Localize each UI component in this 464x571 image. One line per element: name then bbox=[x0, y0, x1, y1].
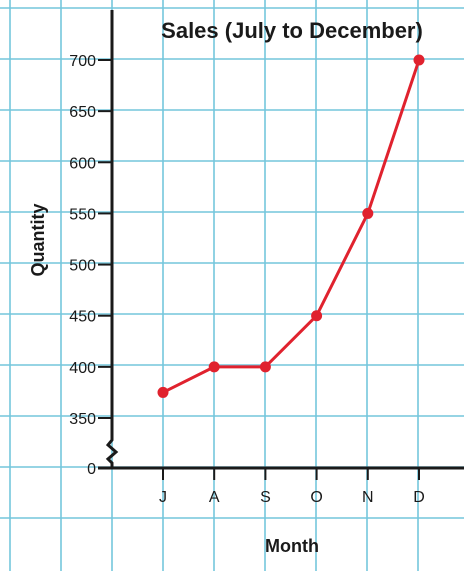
y-tick-labels: 0 350 400 450 500 550 600 650 700 bbox=[69, 53, 96, 478]
x-tick-label: N bbox=[362, 489, 374, 506]
x-axis bbox=[98, 466, 464, 480]
series-line bbox=[162, 59, 421, 394]
y-tick-label: 450 bbox=[69, 309, 96, 326]
data-point bbox=[311, 310, 323, 322]
y-tick-label: 500 bbox=[69, 258, 96, 275]
y-tick-label: 650 bbox=[69, 104, 96, 121]
y-tick-label: 700 bbox=[69, 53, 96, 70]
x-tick-label: O bbox=[310, 489, 322, 506]
y-tick-label: 400 bbox=[69, 360, 96, 377]
chart-title: Sales (July to December) bbox=[161, 18, 423, 43]
x-tick-label: S bbox=[260, 489, 271, 506]
y-tick-label: 350 bbox=[69, 411, 96, 428]
y-axis bbox=[98, 10, 119, 469]
data-point bbox=[413, 54, 425, 66]
y-tick-label: 0 bbox=[87, 461, 96, 478]
y-axis-title: Quantity bbox=[28, 203, 48, 276]
x-tick-label: J bbox=[159, 489, 167, 506]
y-axis-line bbox=[105, 10, 119, 468]
data-point bbox=[208, 361, 220, 373]
x-axis-title: Month bbox=[265, 536, 319, 556]
data-point bbox=[362, 207, 374, 219]
y-tick-label: 600 bbox=[69, 155, 96, 172]
x-tick-label: A bbox=[209, 489, 220, 506]
series-group bbox=[157, 54, 425, 398]
y-tick-label: 550 bbox=[69, 206, 96, 223]
x-tick-label: D bbox=[413, 489, 425, 506]
data-point bbox=[259, 361, 271, 373]
data-point bbox=[157, 386, 169, 398]
